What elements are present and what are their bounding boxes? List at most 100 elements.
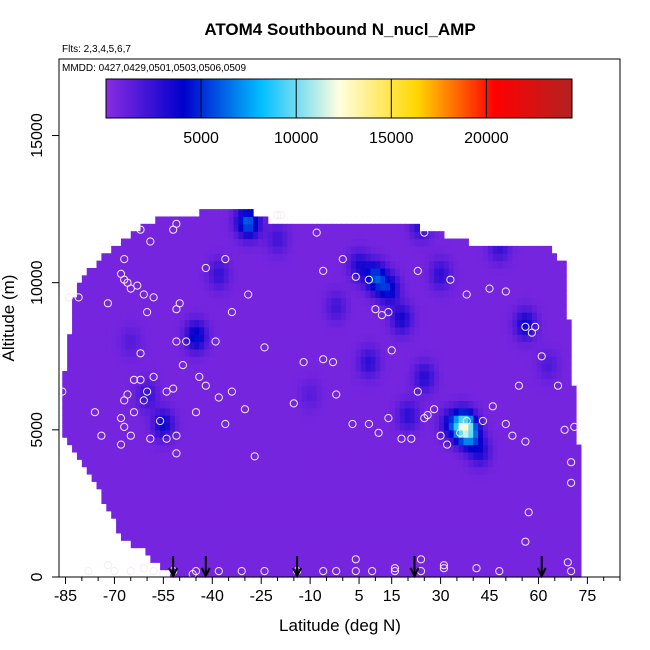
heatmap-cell (311, 393, 318, 402)
heatmap-cell (86, 466, 93, 475)
heatmap-cell (306, 319, 313, 328)
heatmap-cell (204, 326, 210, 335)
heatmap-cell (458, 481, 465, 490)
heatmap-cell (424, 312, 430, 321)
heatmap-cell (483, 562, 489, 571)
heatmap-cell (404, 297, 411, 306)
heatmap-cell (404, 554, 411, 563)
heatmap-cell (536, 356, 543, 365)
heatmap-cell (556, 525, 562, 534)
heatmap-cell (355, 525, 362, 534)
heatmap-cell (551, 415, 557, 424)
heatmap-cell (257, 348, 264, 357)
heatmap-cell (346, 400, 352, 409)
heatmap-cell (365, 238, 372, 247)
heatmap-cell (365, 282, 372, 291)
heatmap-cell (394, 444, 401, 453)
heatmap-cell (130, 312, 137, 321)
heatmap-cell (336, 562, 342, 571)
heatmap-cell (189, 525, 195, 534)
heatmap-cell (233, 363, 239, 372)
heatmap-cell (101, 393, 107, 402)
heatmap-cell (174, 444, 181, 453)
heatmap-cell (287, 562, 293, 571)
heatmap-cell (257, 415, 264, 424)
heatmap-cell (360, 547, 367, 556)
heatmap-cell (301, 378, 308, 387)
heatmap-cell (253, 393, 259, 402)
heatmap-cell (370, 356, 376, 365)
heatmap-cell (546, 554, 553, 563)
heatmap-cell (443, 282, 450, 291)
heatmap-cell (67, 334, 73, 343)
heatmap-cell (419, 466, 425, 475)
heatmap-cell (184, 444, 191, 453)
heatmap-cell (336, 518, 342, 527)
sample-point (560, 425, 569, 434)
heatmap-cell (257, 334, 264, 343)
heatmap-cell (341, 488, 347, 497)
heatmap-cell (155, 282, 161, 291)
heatmap-cell (218, 407, 225, 416)
heatmap-cell (512, 363, 518, 372)
heatmap-cell (443, 473, 450, 482)
heatmap-cell (321, 488, 328, 497)
heatmap-cell (561, 415, 567, 424)
heatmap-cell (483, 304, 489, 313)
heatmap-cell (399, 429, 406, 438)
heatmap-cell (120, 378, 127, 387)
heatmap-cell (419, 385, 425, 394)
heatmap-cell (527, 290, 533, 298)
sample-point (319, 266, 328, 275)
heatmap-cell (223, 540, 230, 549)
heatmap-cell (409, 393, 416, 402)
sample-point (260, 343, 269, 352)
heatmap-cell (385, 385, 391, 394)
heatmap-cell (130, 393, 137, 402)
heatmap-cell (497, 451, 504, 460)
heatmap-cell (517, 473, 523, 482)
heatmap-cell (321, 510, 328, 519)
heatmap-cell (174, 231, 181, 240)
heatmap-cell (346, 422, 352, 431)
heatmap-cell (106, 444, 112, 453)
heatmap-cell (140, 297, 147, 306)
heatmap-cell (179, 267, 186, 276)
heatmap-cell (556, 326, 562, 335)
heatmap-cell (502, 319, 509, 328)
heatmap-cell (443, 481, 450, 490)
heatmap-cell (194, 238, 200, 247)
heatmap-cell (253, 334, 259, 343)
heatmap-cell (561, 532, 567, 541)
heatmap-cell (306, 415, 313, 424)
heatmap-cell (561, 473, 567, 482)
heatmap-cell (174, 370, 181, 379)
heatmap-cell (169, 496, 176, 505)
heatmap-cell (546, 253, 553, 262)
heatmap-cell (390, 415, 396, 424)
heatmap-cell (179, 260, 186, 269)
heatmap-cell (272, 245, 279, 254)
heatmap-cell (556, 451, 562, 460)
heatmap-cell (223, 407, 230, 416)
heatmap-cell (375, 400, 381, 409)
heatmap-cell (517, 312, 523, 321)
heatmap-cell (277, 238, 284, 247)
heatmap-cell (517, 407, 523, 416)
heatmap-cell (517, 562, 523, 571)
heatmap-cell (483, 569, 489, 578)
heatmap-cell (86, 334, 93, 343)
heatmap-cell (316, 304, 323, 313)
heatmap-cell (326, 547, 332, 556)
heatmap-cell (434, 422, 440, 431)
heatmap-cell (165, 341, 171, 350)
heatmap-cell (331, 312, 337, 321)
heatmap-cell (546, 518, 553, 527)
heatmap-cell (419, 238, 425, 247)
heatmap-cell (213, 488, 220, 497)
heatmap-cell (101, 496, 107, 505)
heatmap-cell (267, 407, 274, 416)
heatmap-cell (419, 451, 425, 460)
heatmap-cell (194, 400, 200, 409)
heatmap-cell (233, 554, 239, 563)
